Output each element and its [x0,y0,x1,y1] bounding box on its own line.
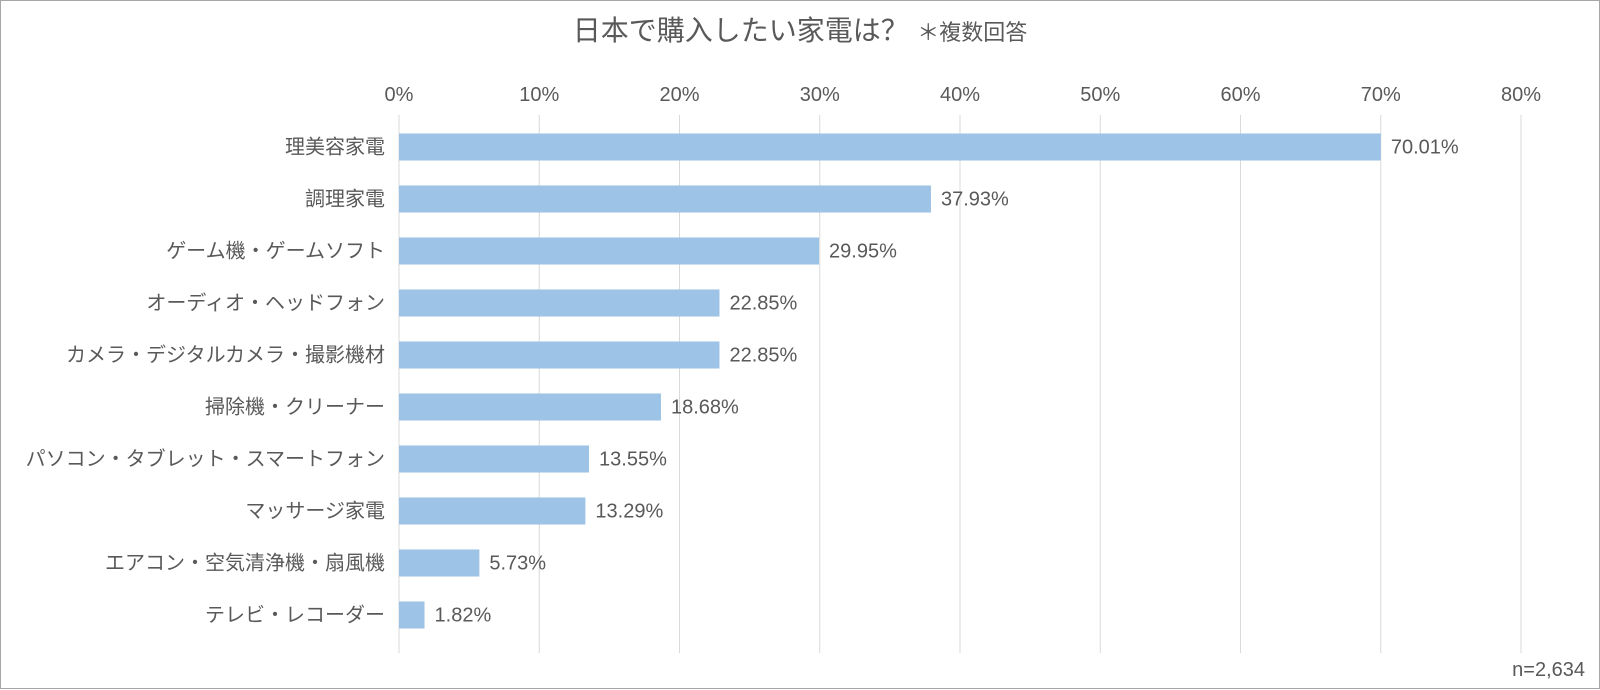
bar [399,601,425,628]
value-label: 13.29% [595,500,663,522]
value-label: 18.68% [671,396,739,418]
x-tick-label: 60% [1220,84,1260,106]
category-label: 理美容家電 [285,135,385,158]
bar [399,393,661,420]
x-tick-label: 0% [385,84,414,106]
x-tick-label: 50% [1080,84,1120,106]
value-label: 1.82% [435,604,492,626]
chart-frame: 日本で購入したい家電は？ ＊複数回答 0%10%20%30%40%50%60%7… [0,0,1600,689]
value-label: 29.95% [829,240,897,262]
bar [399,341,719,368]
bar [399,237,819,264]
category-label: ゲーム機・ゲームソフト [166,239,385,262]
category-label: 調理家電 [305,187,385,210]
x-tick-label: 10% [519,84,559,106]
x-tick-label: 80% [1501,84,1541,106]
value-label: 22.85% [729,344,797,366]
x-tick-label: 70% [1361,84,1401,106]
x-tick-label: 20% [659,84,699,106]
bar [399,445,589,472]
bar [399,185,931,212]
bar [399,497,585,524]
category-label: カメラ・デジタルカメラ・撮影機材 [66,343,385,366]
chart-plot: 0% 10% 20% 30% 40% 50% 60% 70% 80% 理美容家電 70.01% 調理家… [1,1,1600,690]
category-label: テレビ・レコーダー [205,603,385,626]
chart-footnote: n=2,634 [1512,659,1585,682]
x-tick-label: 30% [800,84,840,106]
category-label: マッサージ家電 [245,499,385,522]
value-label: 22.85% [729,292,797,314]
value-label: 13.55% [599,448,667,470]
bar [399,133,1381,160]
category-label: オーディオ・ヘッドフォン [146,291,385,314]
category-label: エアコン・空気清浄機・扇風機 [105,551,385,574]
category-label: パソコン・タブレット・スマートフォン [26,446,385,470]
value-label: 70.01% [1391,136,1459,158]
value-label: 5.73% [489,552,546,574]
value-label: 37.93% [941,188,1009,210]
bar [399,289,719,316]
x-tick-label: 40% [940,84,980,106]
bar [399,549,479,576]
category-label: 掃除機・クリーナー [205,395,385,418]
